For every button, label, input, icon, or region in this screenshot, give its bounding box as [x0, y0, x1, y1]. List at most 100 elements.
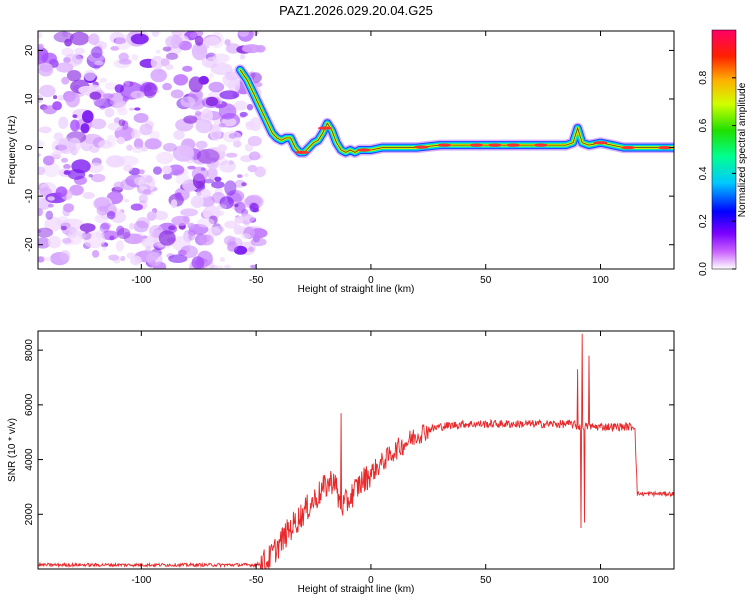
- noise-blob: [72, 114, 78, 119]
- noise-blob: [120, 255, 126, 262]
- noise-blob: [199, 234, 214, 246]
- noise-blob: [38, 153, 41, 157]
- spectrogram-xtick-label: -100: [131, 275, 151, 286]
- noise-blob: [133, 138, 144, 150]
- noise-blob: [248, 246, 255, 252]
- noise-blob: [189, 32, 198, 38]
- noise-blob: [162, 46, 172, 52]
- noise-blob: [91, 173, 106, 183]
- noise-blob: [136, 93, 141, 98]
- noise-blob: [128, 107, 135, 111]
- signal-hotspot: [657, 146, 672, 150]
- noise-blob: [150, 68, 167, 83]
- spectrogram-xtick-label: -50: [249, 275, 264, 286]
- signal-hotspot: [357, 148, 371, 152]
- noise-blob: [38, 43, 44, 50]
- noise-blob: [194, 35, 204, 46]
- noise-blob: [116, 225, 125, 236]
- noise-blob: [162, 142, 177, 152]
- noise-blob: [88, 33, 100, 45]
- noise-blob: [172, 145, 195, 162]
- spectrogram-xtick-label: 0: [368, 275, 374, 286]
- spectrogram-y-axis: 20 10 0 -10 -20: [24, 44, 674, 252]
- snr-frame: [37, 330, 675, 570]
- noise-blob: [209, 72, 214, 78]
- noise-blob: [203, 36, 221, 46]
- noise-blob: [63, 203, 75, 213]
- noise-blob: [99, 223, 110, 233]
- noise-blob: [168, 254, 188, 263]
- noise-blob: [250, 237, 267, 247]
- noise-blob: [205, 96, 218, 107]
- noise-blob: [162, 173, 172, 180]
- noise-blob: [219, 160, 237, 173]
- noise-blob: [92, 250, 100, 258]
- noise-blob: [199, 188, 212, 199]
- noise-blob: [57, 95, 65, 101]
- noise-blob: [38, 256, 45, 263]
- noise-blob: [224, 180, 237, 196]
- noise-blob: [69, 184, 84, 196]
- noise-blob: [115, 34, 132, 50]
- noise-blob: [132, 146, 143, 153]
- noise-blob: [139, 169, 145, 175]
- noise-blob: [224, 39, 231, 46]
- noise-blob: [133, 113, 149, 123]
- noise-blob: [146, 251, 163, 266]
- colorbar-label: Normalized spectral amplitude: [737, 82, 748, 217]
- noise-blob: [63, 170, 71, 175]
- noise-blob: [233, 245, 248, 255]
- signal-hotspot: [487, 143, 502, 147]
- signal-hotspot: [506, 143, 521, 147]
- noise-blob: [217, 204, 228, 210]
- noise-blob: [171, 31, 186, 36]
- noise-blob: [130, 129, 141, 139]
- noise-region: [38, 31, 268, 269]
- noise-blob: [120, 179, 136, 191]
- noise-blob: [201, 108, 213, 123]
- noise-blob: [197, 217, 215, 228]
- noise-blob: [53, 95, 58, 100]
- noise-blob: [224, 220, 238, 229]
- signal-hotspot: [318, 126, 332, 130]
- noise-blob: [117, 227, 131, 240]
- colorbar: 0.0 0.2 0.4 0.6 0.8 Normalized spectral ampl…: [698, 29, 748, 276]
- signal-hotspot: [414, 145, 429, 149]
- noise-blob: [208, 81, 225, 93]
- noise-blob: [234, 203, 239, 208]
- noise-blob: [150, 55, 165, 70]
- noise-blob: [55, 186, 68, 197]
- noise-blob: [156, 49, 161, 54]
- noise-blob: [83, 69, 96, 81]
- snr-xtick-label: 0: [368, 575, 374, 586]
- noise-blob: [99, 77, 107, 83]
- noise-blob: [207, 166, 219, 180]
- noise-blob: [47, 235, 62, 249]
- noise-blob: [191, 166, 209, 182]
- noise-blob: [154, 210, 168, 221]
- noise-blob: [102, 245, 107, 251]
- spectrogram-frame: [37, 30, 675, 270]
- noise-blob: [194, 110, 202, 116]
- noise-blob: [149, 130, 160, 141]
- noise-blob: [79, 223, 96, 233]
- noise-blob: [131, 54, 139, 61]
- noise-blob: [170, 199, 178, 209]
- noise-blob: [82, 192, 95, 199]
- noise-blob: [175, 192, 182, 199]
- noise-blob: [190, 195, 204, 209]
- noise-blob: [158, 230, 176, 246]
- noise-blob: [173, 74, 189, 86]
- noise-blob: [248, 151, 261, 161]
- noise-blob: [38, 31, 43, 39]
- signal-hotspot: [621, 146, 636, 150]
- noise-blob: [195, 46, 207, 55]
- noise-blob: [228, 160, 234, 165]
- noise-blob: [237, 31, 254, 42]
- noise-blob: [218, 103, 237, 120]
- noise-blob: [219, 196, 234, 210]
- noise-blob: [98, 140, 113, 149]
- noise-blob: [42, 162, 61, 178]
- noise-blob: [116, 136, 125, 145]
- noise-blob: [247, 135, 262, 147]
